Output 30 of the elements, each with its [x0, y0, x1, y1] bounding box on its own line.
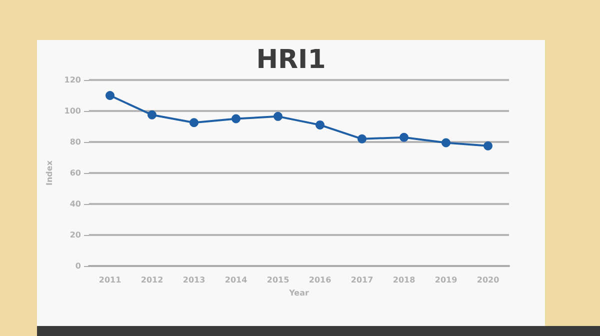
point	[400, 132, 408, 142]
point	[358, 134, 366, 144]
y-tick-label: 120	[64, 76, 82, 84]
x-tick-label: 2011	[98, 276, 122, 284]
y-tick-label: 40	[70, 200, 82, 208]
x-tick-label: 2013	[182, 276, 206, 284]
x-tick-label: 2016	[308, 276, 332, 284]
x-tick-label: 2019	[434, 276, 458, 284]
y-axis-title: Index	[44, 160, 54, 186]
point	[442, 138, 450, 148]
point	[316, 120, 324, 130]
y-tick-label: 60	[70, 168, 82, 178]
point	[484, 141, 492, 150]
x-tick-label: 2014	[224, 276, 248, 284]
x-tick-label: 2012	[140, 276, 164, 284]
y-tick-label: 20	[70, 230, 82, 240]
x-tick-label: 2018	[392, 276, 416, 284]
y-tick-label: 80	[70, 138, 82, 146]
chart-title: HRI1	[256, 45, 326, 75]
point	[190, 118, 198, 128]
y-tick-label: 0	[75, 262, 82, 270]
x-tick-label: 2020	[476, 276, 500, 284]
point	[274, 112, 282, 121]
x-tick-label: 2015	[266, 276, 290, 284]
point	[148, 110, 156, 120]
point	[106, 91, 114, 100]
point	[232, 114, 240, 124]
x-axis-title: Year	[288, 288, 309, 298]
x-tick-label: 2017	[350, 276, 374, 284]
y-tick-label: 100	[64, 106, 82, 116]
